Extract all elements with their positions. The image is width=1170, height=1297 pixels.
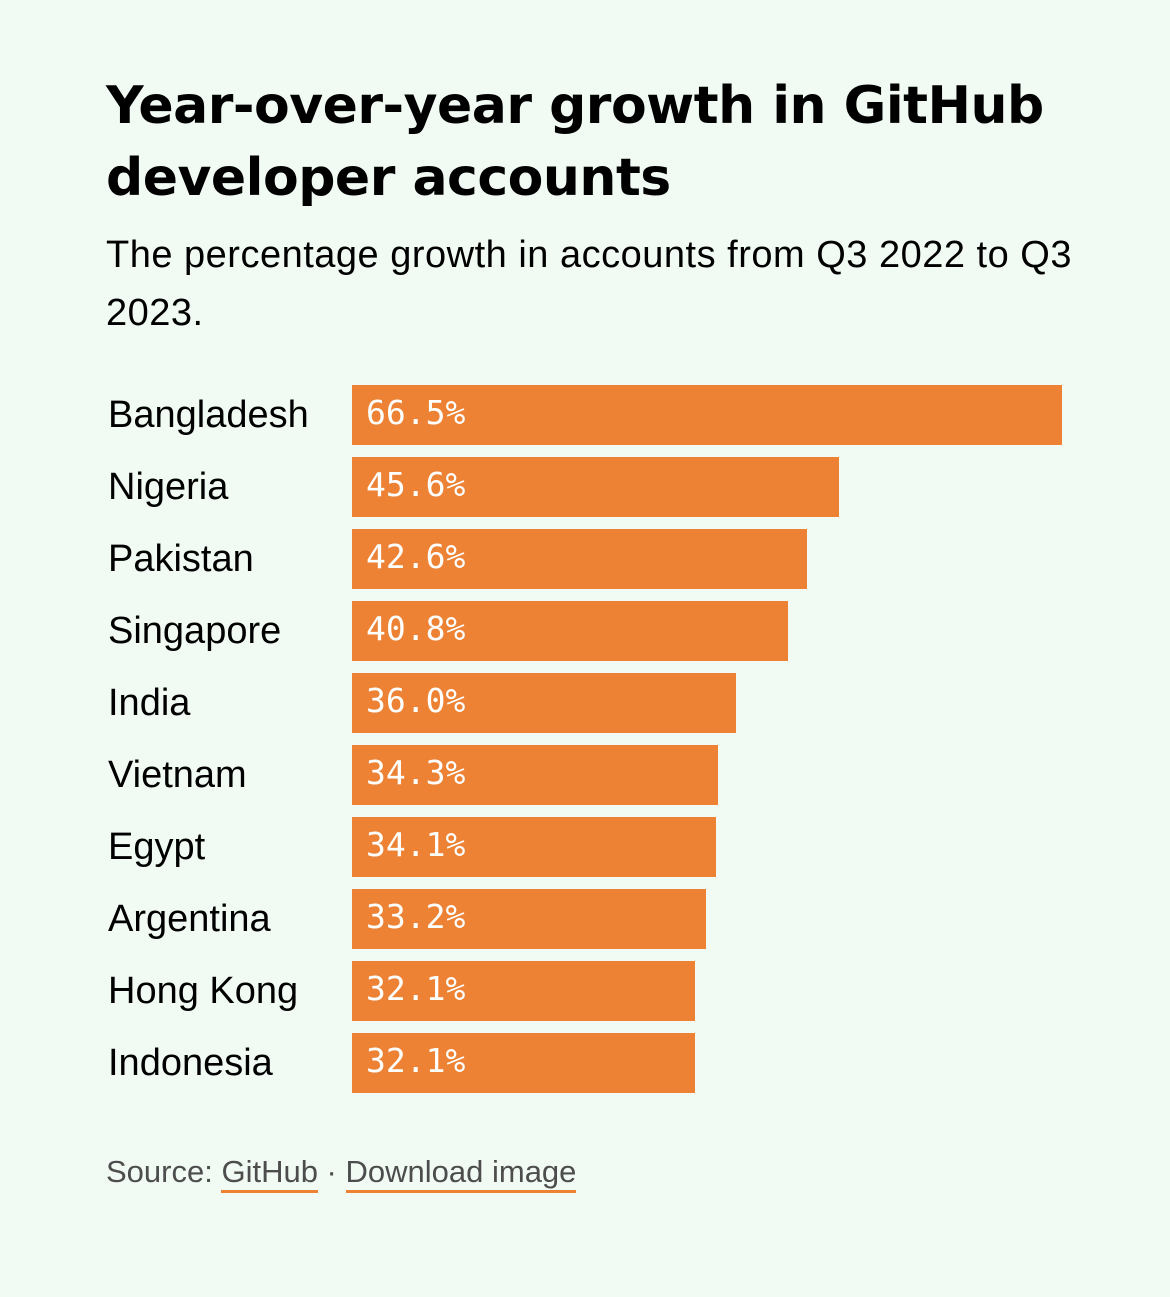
category-label: Indonesia bbox=[108, 1042, 273, 1084]
bar-value-label: 34.3% bbox=[366, 753, 466, 792]
bar-value-label: 36.0% bbox=[366, 681, 466, 720]
category-label: India bbox=[108, 682, 191, 724]
chart-title: Year-over-year growth in GitHub develope… bbox=[106, 76, 1044, 208]
bar-value-label: 42.6% bbox=[366, 537, 466, 576]
source-link-github[interactable]: GitHub bbox=[221, 1154, 318, 1193]
bar-value-label: 45.6% bbox=[366, 465, 466, 504]
category-label: Egypt bbox=[108, 826, 206, 868]
category-label: Argentina bbox=[108, 898, 271, 940]
chart-subtitle: The percentage growth in accounts from Q… bbox=[106, 234, 1072, 334]
category-label: Hong Kong bbox=[108, 970, 299, 1012]
category-label: Vietnam bbox=[108, 754, 247, 796]
bar bbox=[352, 745, 718, 805]
bar-value-label: 32.1% bbox=[366, 1041, 466, 1080]
category-label: Singapore bbox=[108, 610, 282, 652]
footer-separator: · bbox=[317, 1154, 346, 1189]
bar-value-label: 32.1% bbox=[366, 969, 466, 1008]
bar-value-label: 66.5% bbox=[366, 393, 466, 432]
download-image-link[interactable]: Download image bbox=[345, 1154, 577, 1193]
bar bbox=[352, 889, 706, 949]
bar bbox=[352, 961, 695, 1021]
bar-value-label: 40.8% bbox=[366, 609, 466, 648]
bar bbox=[352, 1033, 695, 1093]
bar-value-label: 34.1% bbox=[366, 825, 466, 864]
bar-value-label: 33.2% bbox=[366, 897, 466, 936]
bar bbox=[352, 601, 788, 661]
category-label: Nigeria bbox=[108, 466, 229, 508]
bar bbox=[352, 457, 839, 517]
bar bbox=[352, 529, 807, 589]
source-footer: Source: GitHub · Download image bbox=[106, 1150, 577, 1194]
bar bbox=[352, 673, 736, 733]
bar bbox=[352, 817, 716, 877]
source-prefix: Source: bbox=[106, 1154, 222, 1189]
category-label: Bangladesh bbox=[108, 394, 309, 436]
bar bbox=[352, 385, 1062, 445]
category-label: Pakistan bbox=[108, 538, 254, 580]
